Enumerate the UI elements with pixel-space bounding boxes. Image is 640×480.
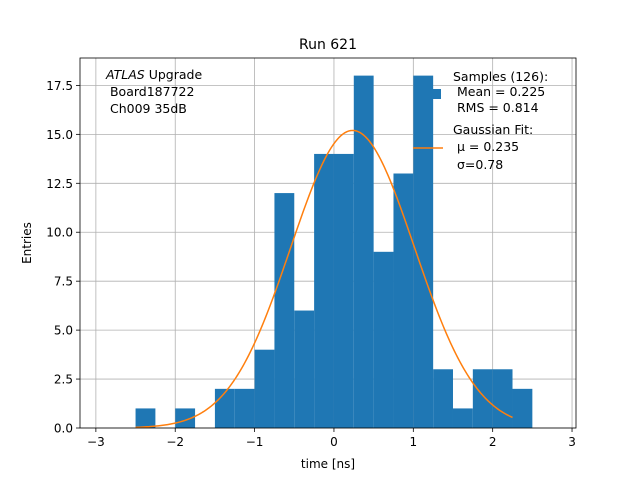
histogram-bar-5 (234, 388, 255, 428)
x-axis-label: time [ns] (301, 457, 355, 471)
histogram-bar-8 (294, 310, 315, 428)
legend-swatch-samples (415, 89, 441, 99)
x-tick-label-2: −1 (246, 435, 264, 449)
histogram-bar-19 (512, 388, 533, 428)
legend: Samples (126): Mean = 0.225 RMS = 0.814 … (413, 69, 548, 172)
y-tick-label-2: 5.0 (54, 324, 73, 338)
legend-fit-line-3: σ=0.78 (453, 157, 503, 172)
x-tick-label-6: 3 (568, 435, 576, 449)
x-tick-label-5: 2 (489, 435, 497, 449)
histogram-bar-2 (175, 408, 196, 428)
histogram-bar-13 (393, 173, 414, 428)
y-tick-label-3: 7.5 (54, 275, 73, 289)
y-tick-label-7: 17.5 (46, 79, 73, 93)
y-tick-label-0: 0.0 (54, 422, 73, 436)
chart-title: Run 621 (299, 37, 357, 53)
plot-frame (79, 57, 577, 429)
histogram-bar-4 (214, 388, 235, 428)
histogram-bar-9 (314, 153, 334, 429)
x-tick-label-3: 0 (330, 435, 338, 449)
histogram-bar-15 (433, 369, 453, 428)
histogram-bar-16 (452, 408, 473, 428)
y-tick-label-4: 10.0 (46, 226, 73, 240)
legend-samples-line-2: Mean = 0.225 (453, 84, 545, 99)
legend-fit-line-1: Gaussian Fit: (453, 122, 533, 137)
y-tick-label-6: 15.0 (46, 128, 73, 142)
histogram-bars (135, 75, 533, 429)
gaussian-fit-curve (135, 129, 513, 429)
histogram-bar-10 (333, 153, 354, 429)
atlas-annotation: ATLAS Upgrade Board187722 Ch009 35dB (105, 67, 202, 116)
histogram-bar-17 (472, 369, 493, 428)
histogram-bar-18 (492, 369, 513, 428)
annotation-line-3: Ch009 35dB (106, 101, 187, 116)
legend-fit-line-2: μ = 0.235 (453, 139, 519, 154)
histogram-bar-11 (353, 75, 374, 428)
annotation-line-1: ATLAS Upgrade (105, 67, 202, 82)
histogram-bar-6 (254, 349, 275, 428)
y-tick-label-5: 12.5 (46, 177, 73, 191)
annotation-upgrade: Upgrade (145, 67, 203, 82)
x-tick-label-0: −3 (87, 435, 105, 449)
y-tick-label-1: 2.5 (54, 373, 73, 387)
annotation-line-2: Board187722 (106, 84, 194, 99)
histogram-bar-14 (413, 75, 434, 428)
x-axis-ticks: −3 −2 −1 0 1 2 3 (87, 428, 576, 449)
y-axis-label: Entries (20, 222, 34, 264)
x-tick-label-1: −2 (166, 435, 184, 449)
histogram-bar-12 (373, 251, 394, 428)
x-tick-label-4: 1 (409, 435, 417, 449)
annotation-atlas: ATLAS (105, 67, 145, 82)
histogram-bar-7 (274, 193, 295, 428)
histogram-bar-0 (135, 408, 156, 428)
legend-samples-line-3: RMS = 0.814 (453, 100, 539, 115)
y-axis-ticks: 0.0 2.5 5.0 7.5 10.0 12.5 15.0 17.5 (46, 79, 80, 436)
legend-samples-line-1: Samples (126): (453, 69, 548, 84)
